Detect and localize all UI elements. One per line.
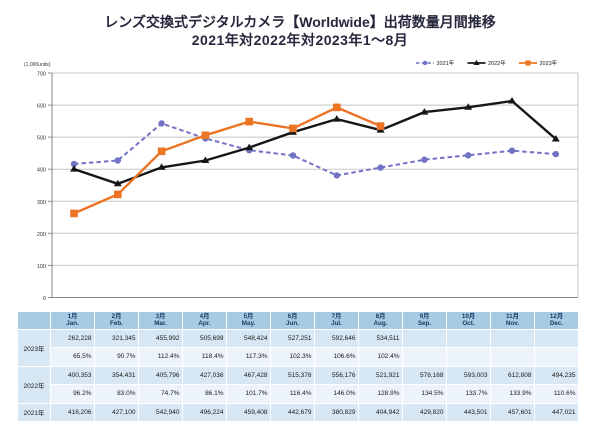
svg-text:(1,000units): (1,000units) <box>24 62 51 68</box>
svg-text:2023年: 2023年 <box>540 59 558 67</box>
svg-text:200: 200 <box>37 232 46 238</box>
svg-text:300: 300 <box>37 200 46 206</box>
svg-text:2022年: 2022年 <box>488 59 506 67</box>
svg-text:700: 700 <box>37 72 46 78</box>
svg-text:2021年: 2021年 <box>437 59 455 67</box>
svg-text:600: 600 <box>37 104 46 110</box>
svg-text:100: 100 <box>37 264 46 270</box>
svg-text:0: 0 <box>43 296 46 302</box>
svg-text:500: 500 <box>37 136 46 142</box>
svg-text:400: 400 <box>37 168 46 174</box>
